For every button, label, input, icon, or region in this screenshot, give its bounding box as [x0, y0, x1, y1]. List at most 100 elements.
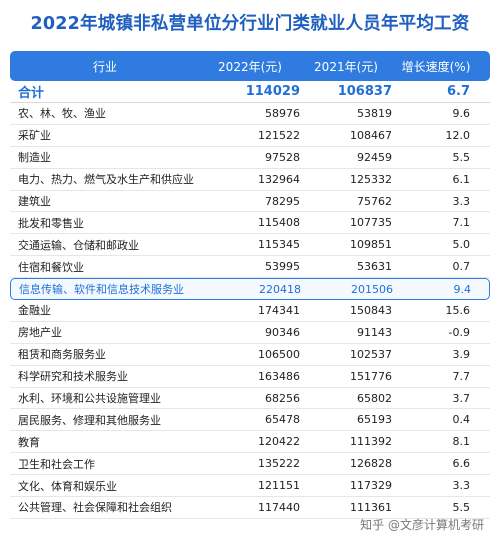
cell-2022: 97528: [265, 150, 300, 164]
cell-2022: 90346: [265, 325, 300, 339]
table-row: 住宿和餐饮业 53995 53631 0.7: [10, 256, 490, 279]
salary-table: 行业 2022年(元) 2021年(元) 增长速度(%) 合计 114029 1…: [10, 51, 490, 519]
cell-2022: 53995: [265, 260, 300, 274]
header-industry: 行业: [92, 59, 117, 74]
cell-2022: 220418: [259, 282, 301, 296]
cell-growth: 0.4: [452, 413, 471, 427]
header-2021: 2021年(元): [314, 59, 378, 74]
cell-2022: 163486: [258, 369, 300, 383]
cell-growth: 3.3: [452, 479, 471, 493]
table-header: 行业 2022年(元) 2021年(元) 增长速度(%): [10, 51, 490, 81]
cell-growth: 3.3: [452, 194, 471, 208]
cell-industry: 科学研究和技术服务业: [18, 370, 128, 384]
cell-2021: 109851: [350, 238, 392, 252]
cell-2021: 53631: [357, 260, 392, 274]
cell-2021: 53819: [357, 106, 392, 120]
cell-2021: 117329: [350, 479, 392, 493]
cell-2022: 65478: [265, 413, 300, 427]
table-row: 建筑业 78295 75762 3.3: [10, 191, 490, 213]
cell-industry: 制造业: [18, 151, 51, 165]
cell-growth: 9.4: [453, 282, 472, 296]
table-row: 电力、热力、燃气及水生产和供应业 132964 125332 6.1: [10, 169, 490, 191]
cell-growth: 3.7: [452, 391, 471, 405]
table-row: 农、林、牧、渔业 58976 53819 9.6: [10, 103, 490, 125]
cell-industry: 水利、环境和公共设施管理业: [18, 392, 161, 406]
cell-industry: 文化、体育和娱乐业: [18, 479, 117, 493]
cell-industry: 批发和零售业: [18, 216, 84, 230]
cell-industry: 建筑业: [18, 195, 51, 208]
cell-industry: 住宿和餐饮业: [18, 260, 84, 274]
cell-industry: 房地产业: [18, 326, 62, 340]
cell-2022: 132964: [258, 172, 300, 186]
table-row: 金融业 174341 150843 15.6: [10, 300, 490, 322]
cell-industry: 采矿业: [18, 129, 51, 143]
table-row: 公共管理、社会保障和社会组织 117440 111361 5.5: [10, 497, 490, 519]
cell-growth: 7.1: [452, 216, 471, 230]
cell-industry: 教育: [18, 435, 40, 449]
table-row: 教育 120422 111392 8.1: [10, 431, 490, 454]
cell-2021: 65193: [357, 413, 392, 427]
cell-2022: 117440: [258, 500, 300, 514]
cell-growth: 15.6: [445, 303, 471, 317]
table-row: 水利、环境和公共设施管理业 68256 65802 3.7: [10, 388, 490, 410]
cell-2021: 126828: [350, 457, 392, 471]
cell-2021: 108467: [350, 128, 392, 142]
header-2022: 2022年(元): [218, 59, 282, 74]
cell-2021: 125332: [350, 172, 392, 186]
watermark: 知乎 @文彦计算机考研: [360, 518, 484, 532]
cell-growth: 7.7: [452, 369, 471, 383]
cell-growth: 5.0: [452, 238, 471, 252]
cell-industry: 租赁和商务服务业: [18, 348, 106, 362]
table-row: 居民服务、修理和其他服务业 65478 65193 0.4: [10, 409, 490, 432]
cell-2021: 107735: [350, 216, 392, 230]
cell-2021: 65802: [357, 391, 392, 405]
table-row: 信息传输、软件和信息技术服务业 220418 201506 9.4: [10, 278, 490, 301]
table-row-total: 合计 114029 106837 6.7: [10, 81, 490, 103]
cell-industry: 交通运输、仓储和邮政业: [18, 238, 139, 252]
table-row: 科学研究和技术服务业 163486 151776 7.7: [10, 366, 490, 388]
cell-2022: 135222: [258, 457, 300, 471]
cell-growth: 9.6: [452, 106, 471, 120]
page-title: 2022年城镇非私营单位分行业门类就业人员年平均工资: [30, 14, 470, 34]
cell-2022: 68256: [265, 391, 300, 405]
cell-industry: 居民服务、修理和其他服务业: [18, 413, 161, 427]
cell-2021: 150843: [350, 303, 392, 317]
table-row: 租赁和商务服务业 106500 102537 3.9: [10, 344, 490, 366]
cell-industry: 农、林、牧、渔业: [18, 107, 106, 121]
cell-growth: 6.6: [452, 457, 471, 471]
cell-industry: 电力、热力、燃气及水生产和供应业: [18, 173, 194, 187]
table-row: 交通运输、仓储和邮政业 115345 109851 5.0: [10, 234, 490, 257]
cell-2021: 201506: [351, 282, 393, 296]
cell-2021: 111392: [350, 435, 392, 449]
cell-2022: 78295: [265, 194, 300, 208]
table-row: 房地产业 90346 91143 -0.9: [10, 322, 490, 344]
cell-2021: 75762: [357, 194, 392, 208]
cell-industry: 卫生和社会工作: [18, 457, 95, 471]
cell-growth: 12.0: [445, 128, 471, 142]
table-body: 农、林、牧、渔业 58976 53819 9.6 采矿业 121522 108467 12.0…: [10, 103, 490, 519]
header-growth: 增长速度(%): [401, 59, 471, 74]
cell-growth: 6.7: [446, 84, 470, 99]
cell-2021: 91143: [357, 325, 392, 339]
cell-growth: 5.5: [452, 500, 471, 514]
cell-2021: 111361: [350, 500, 392, 514]
cell-2021: 102537: [350, 347, 392, 361]
cell-industry: 信息传输、软件和信息技术服务业: [19, 283, 184, 297]
cell-2021: 151776: [350, 369, 392, 383]
cell-2021: 92459: [357, 150, 392, 164]
table-row: 批发和零售业 115408 107735 7.1: [10, 212, 490, 235]
cell-2022: 174341: [258, 303, 300, 317]
cell-growth: 3.9: [452, 347, 471, 361]
cell-industry: 合计: [18, 86, 45, 101]
cell-2022: 121522: [258, 128, 300, 142]
table-row: 文化、体育和娱乐业 121151 117329 3.3: [10, 475, 490, 498]
cell-growth: 6.1: [452, 172, 471, 186]
cell-2022: 114029: [245, 84, 300, 99]
cell-2022: 115408: [258, 216, 300, 230]
table-row: 制造业 97528 92459 5.5: [10, 147, 490, 169]
cell-industry: 金融业: [18, 304, 51, 318]
cell-2021: 106837: [337, 84, 392, 99]
cell-growth: 0.7: [452, 260, 471, 274]
cell-2022: 106500: [258, 347, 300, 361]
cell-growth: 8.1: [452, 435, 471, 449]
